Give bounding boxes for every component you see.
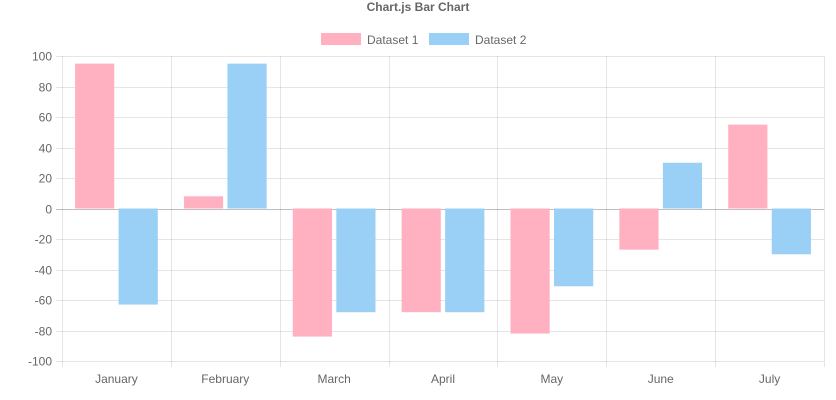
bar-dataset-1-july[interactable] [728, 124, 768, 209]
y-tick-label: -40 [35, 264, 53, 278]
x-tick-label: June [648, 372, 674, 386]
bar-dataset-1-february[interactable] [183, 196, 224, 209]
y-tick-label: 20 [39, 172, 53, 186]
x-tick-label: March [317, 372, 350, 386]
bar-dataset-2-april[interactable] [445, 208, 485, 313]
y-axis: 100 80 60 40 20 0 -20 -40 -60 -80 -100 [28, 50, 52, 369]
legend-label-dataset-1[interactable]: Dataset 1 [367, 33, 419, 47]
bar-dataset-1-march[interactable] [292, 208, 332, 337]
bar-dataset-2-february[interactable] [227, 63, 267, 209]
y-tick-label: 100 [32, 50, 52, 64]
legend-swatch-dataset-1[interactable] [321, 33, 361, 45]
bar-dataset-2-january[interactable] [118, 208, 158, 305]
y-tick-label: -60 [35, 294, 53, 308]
y-tick-label: 60 [39, 111, 53, 125]
bar-dataset-1-january[interactable] [75, 63, 115, 209]
legend: Dataset 1 Dataset 2 [321, 33, 527, 47]
x-tick-label: January [95, 372, 138, 386]
y-tick-label: -20 [35, 233, 53, 247]
x-tick-label: May [541, 372, 564, 386]
bar-dataset-2-may[interactable] [554, 208, 594, 287]
bar-dataset-2-june[interactable] [662, 162, 703, 209]
bar-dataset-1-april[interactable] [401, 208, 441, 313]
y-tick-label: -100 [28, 355, 52, 369]
legend-label-dataset-2[interactable]: Dataset 2 [475, 33, 527, 47]
bar-dataset-1-june[interactable] [619, 208, 659, 250]
x-axis: January February March April May June July [95, 372, 780, 386]
bar-dataset-2-july[interactable] [771, 208, 811, 255]
chart-title: Chart.js Bar Chart [367, 0, 470, 14]
y-tick-label: 0 [45, 203, 52, 217]
x-tick-label: February [201, 372, 249, 386]
bars [75, 63, 811, 337]
y-tick-label: 80 [39, 81, 53, 95]
y-tick-label: 40 [39, 142, 53, 156]
x-tick-label: April [431, 372, 455, 386]
x-tick-label: July [759, 372, 780, 386]
legend-swatch-dataset-2[interactable] [429, 33, 469, 45]
bar-dataset-2-march[interactable] [336, 208, 376, 313]
bar-dataset-1-may[interactable] [510, 208, 550, 334]
y-tick-label: -80 [35, 325, 53, 339]
